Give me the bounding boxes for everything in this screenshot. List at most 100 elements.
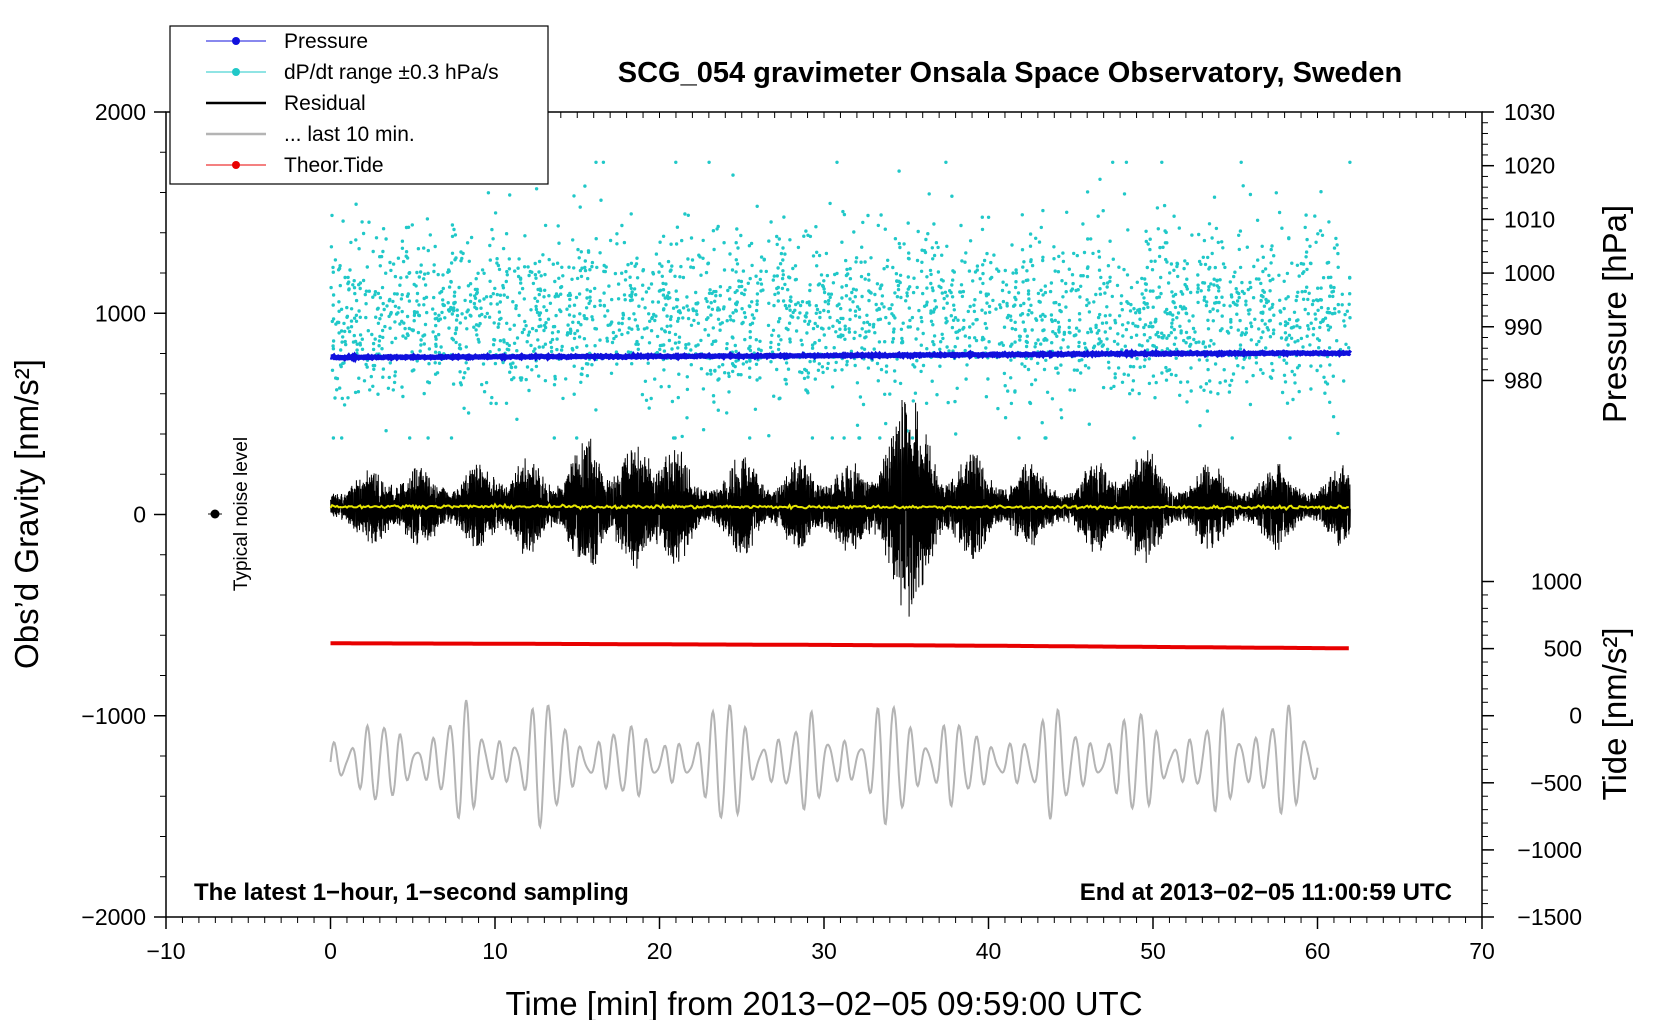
dpdt-point xyxy=(466,308,470,312)
dpdt-point xyxy=(1205,358,1209,362)
dpdt-point xyxy=(1236,328,1241,332)
dpdt-point xyxy=(1108,326,1113,330)
dpdt-point xyxy=(1315,337,1320,341)
dpdt-point xyxy=(588,295,592,299)
dpdt-point xyxy=(806,375,810,379)
dpdt-point xyxy=(1145,348,1150,352)
dpdt-point xyxy=(746,281,750,285)
dpdt-point xyxy=(925,347,929,351)
dpdt-point xyxy=(628,275,632,279)
dpdt-point xyxy=(1077,344,1081,349)
dpdt-point xyxy=(354,298,359,303)
dpdt-point xyxy=(1059,346,1063,350)
dpdt-point xyxy=(467,259,471,263)
dpdt-point xyxy=(802,376,807,381)
dpdt-point xyxy=(558,308,562,312)
dpdt-point xyxy=(1125,273,1130,277)
dpdt-point xyxy=(906,275,910,279)
dpdt-point xyxy=(850,290,854,295)
dpdt-point xyxy=(1265,326,1270,330)
dpdt-point xyxy=(520,376,524,380)
dpdt-point xyxy=(331,317,336,321)
dpdt-point xyxy=(424,295,429,299)
dpdt-point xyxy=(748,335,752,340)
dpdt-point xyxy=(556,330,560,334)
dpdt-point xyxy=(1209,338,1213,343)
dpdt-point xyxy=(433,244,437,249)
dpdt-point xyxy=(1319,190,1323,194)
dpdt-point xyxy=(773,292,777,297)
dpdt-point xyxy=(674,289,678,293)
dpdt-point xyxy=(553,295,557,299)
dpdt-point xyxy=(1102,281,1106,286)
dpdt-point xyxy=(899,295,903,300)
dpdt-point xyxy=(931,288,935,293)
y-axis-title-tide: Tide [nm/s²] xyxy=(1596,628,1633,801)
dpdt-point xyxy=(1202,298,1206,302)
dpdt-point xyxy=(1261,330,1265,334)
dpdt-point xyxy=(629,212,633,216)
dpdt-point xyxy=(632,287,637,291)
dpdt-point xyxy=(1178,393,1182,397)
dpdt-point xyxy=(411,328,415,332)
dpdt-point xyxy=(1076,288,1080,292)
dpdt-point xyxy=(353,390,358,395)
dpdt-point xyxy=(673,274,677,278)
dpdt-point xyxy=(733,290,737,295)
dpdt-point xyxy=(1238,318,1242,323)
dpdt-point xyxy=(1097,328,1101,333)
dpdt-point xyxy=(1083,341,1087,346)
dpdt-point xyxy=(407,299,412,303)
dpdt-point xyxy=(517,257,521,261)
dpdt-point xyxy=(1318,229,1323,233)
dpdt-point xyxy=(660,343,664,347)
dpdt-point xyxy=(660,327,664,331)
dpdt-point xyxy=(1030,328,1034,332)
dpdt-point xyxy=(493,211,498,215)
dpdt-point xyxy=(410,350,414,354)
dpdt-point xyxy=(1048,289,1053,294)
dpdt-point xyxy=(1348,276,1352,280)
dpdt-point xyxy=(1137,391,1141,396)
dpdt-point xyxy=(468,293,473,297)
dpdt-point xyxy=(670,264,674,268)
dpdt-point xyxy=(416,330,421,335)
dpdt-point xyxy=(598,338,602,342)
dpdt-point xyxy=(703,328,707,332)
dpdt-point xyxy=(1105,305,1109,309)
dpdt-point xyxy=(330,319,334,324)
dpdt-point xyxy=(897,241,901,246)
dpdt-point xyxy=(585,374,590,378)
dpdt-point xyxy=(771,328,776,332)
dpdt-point xyxy=(789,299,793,303)
dpdt-point xyxy=(433,361,437,365)
dpdt-point xyxy=(1021,320,1025,324)
dpdt-point xyxy=(915,285,919,290)
dpdt-point xyxy=(748,330,752,334)
dpdt-point xyxy=(1178,324,1182,328)
dpdt-point xyxy=(1120,380,1125,384)
dpdt-point xyxy=(852,336,856,341)
dpdt-point xyxy=(1072,388,1077,392)
dpdt-point xyxy=(826,302,831,306)
dpdt-point xyxy=(707,291,712,295)
dpdt-point xyxy=(1143,277,1147,281)
dpdt-point xyxy=(384,271,388,275)
dpdt-point xyxy=(793,264,798,268)
dpdt-point xyxy=(1260,244,1264,248)
dpdt-point xyxy=(637,304,641,308)
dpdt-point xyxy=(1189,342,1193,347)
dpdt-point xyxy=(973,298,977,302)
dpdt-point xyxy=(1025,269,1029,273)
dpdt-point xyxy=(1228,280,1233,284)
dpdt-point xyxy=(844,294,849,298)
dpdt-point xyxy=(433,312,437,316)
dpdt-point xyxy=(640,297,645,301)
dpdt-point xyxy=(468,282,473,286)
dpdt-point xyxy=(643,306,647,310)
dpdt-point xyxy=(1263,267,1268,271)
dpdt-point xyxy=(727,390,731,394)
dpdt-point xyxy=(391,388,395,392)
dpdt-point xyxy=(833,272,837,277)
dpdt-point xyxy=(991,298,995,303)
